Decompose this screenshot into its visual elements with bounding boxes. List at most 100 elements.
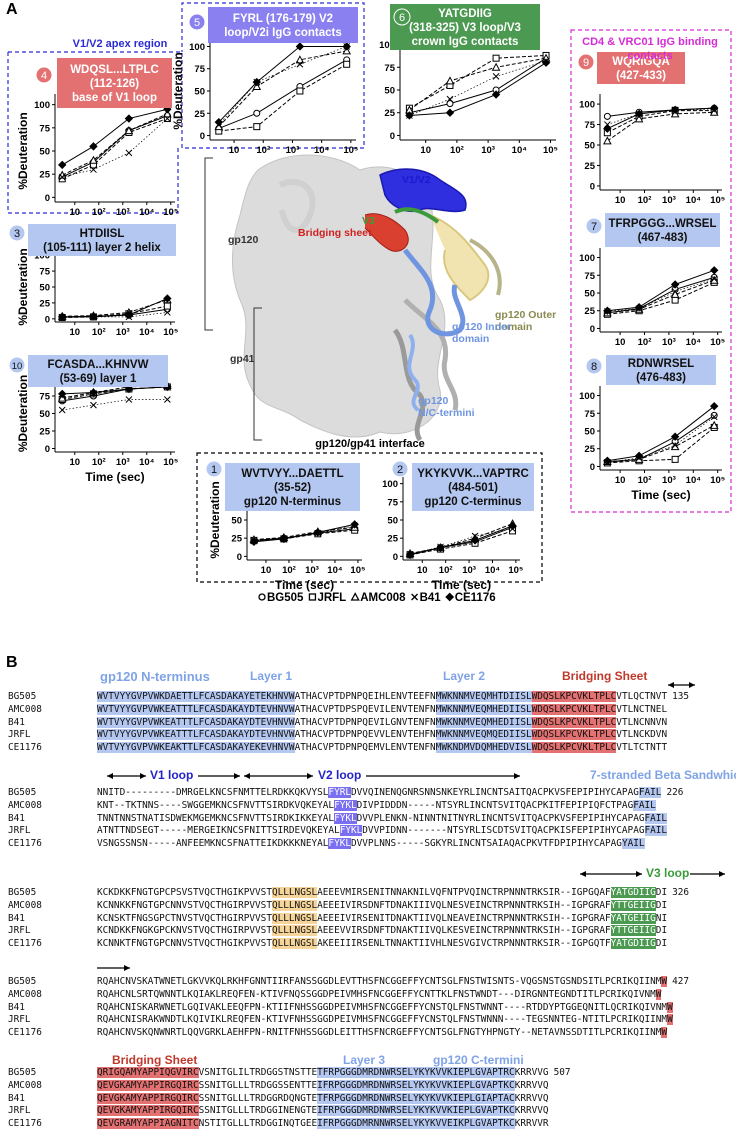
ribbon xyxy=(392,328,426,442)
data-point xyxy=(710,401,719,411)
data-point xyxy=(709,420,719,429)
sequence-row: KNT--TKTNNS----SWGGEMKNCSFNVTTSIRDKVQKEY… xyxy=(97,799,656,813)
region-label: Bridging Sheet xyxy=(562,669,648,683)
data-point xyxy=(603,306,612,315)
sequence-segment: DIVPIDDDN-----NTSYRLINCNTSVITQACPKITFEPI… xyxy=(356,799,634,811)
peptide-badge xyxy=(8,224,26,242)
y-tick-label: 0 xyxy=(590,181,595,192)
y-tick-label: 100 xyxy=(379,40,395,51)
sequence-name: AMC008 xyxy=(8,1079,42,1091)
y-tick-label: 50 xyxy=(39,283,50,294)
data-point xyxy=(163,309,171,316)
sequence-segment: KRRVVG xyxy=(514,1067,549,1078)
sequence-segment: RQAHCNLSRTQWNNTLKQIAKLREQFEN-KTIVFNQSSGG… xyxy=(97,988,656,1000)
peptide-label: gp120 C-terminus xyxy=(424,496,521,508)
data-point xyxy=(603,456,612,465)
data-point xyxy=(163,302,171,310)
y-tick-label: 0 xyxy=(45,444,50,455)
data-point xyxy=(710,411,718,419)
x-tick-label: 10² xyxy=(92,327,106,338)
peptide-box xyxy=(606,355,716,385)
sequence-segment: FAIL xyxy=(638,787,662,798)
sequence-name: B41 xyxy=(8,716,25,728)
sequence-segment: WVTVYYGVPVWKEATTTLFCASDAKAYDTEVHNVW xyxy=(97,729,295,741)
sequence-segment: WVTVYYGVPVWKEATTTLFCASDAKAYDTEVHNVW xyxy=(97,703,295,715)
data-point xyxy=(89,142,98,151)
data-point xyxy=(446,95,454,103)
sequence-row: RQAHCNISKARWNETLGQIVAKLEEQFPN-KTIIFNHSSG… xyxy=(97,1001,673,1015)
y-tick-label: 25 xyxy=(384,108,395,119)
x-tick-label: 10² xyxy=(450,145,464,156)
group-outline xyxy=(570,29,732,513)
data-point xyxy=(124,310,134,320)
data-point xyxy=(671,441,679,449)
y-axis-label: %Deuteration xyxy=(171,52,185,129)
residue-number: 226 xyxy=(666,787,684,798)
x-tick-label: 10 xyxy=(69,207,80,218)
series-line xyxy=(607,276,715,314)
y-tick-label: 25 xyxy=(387,534,398,545)
peptide-label: crown IgG contacts xyxy=(412,36,519,48)
y-tick-label: 75 xyxy=(584,409,595,420)
series-line xyxy=(409,528,513,555)
y-tick-label: 75 xyxy=(387,497,398,508)
legend-label: CE1176 xyxy=(455,592,496,604)
series-line xyxy=(62,386,168,395)
x-tick-label: 10⁵ xyxy=(343,145,358,156)
sequence-segment: RQAHCNISKARWNETLGQIVAKLEEQFPN-KTIIFNHSSG… xyxy=(97,1001,668,1013)
sequence-segment: AEEEIVIRSENITDNAKTIIVQLNEAVEINCTRPNNNTRK… xyxy=(317,912,611,924)
arrow-head xyxy=(514,773,520,779)
legend-marker xyxy=(445,592,455,602)
region-label: Layer 1 xyxy=(250,669,293,683)
y-tick-label: 0 xyxy=(590,324,595,335)
peptide-label: (427-433) xyxy=(616,70,666,82)
legend-label: AMC008 xyxy=(360,592,406,604)
x-axis-label: Time (sec) xyxy=(275,578,334,592)
peptide-label: gp120 N-terminus xyxy=(244,496,341,508)
sequence-row: NNITD---------DMRGELKNCSFNMTTELRDKKQKVYS… xyxy=(97,787,683,800)
sequence-name: JRFL xyxy=(8,825,31,837)
peptide-label: (35-52) xyxy=(274,482,311,494)
x-tick-label: 10⁵ xyxy=(543,145,558,156)
data-point xyxy=(710,266,719,275)
data-point xyxy=(470,536,480,545)
legend-label: BG505 xyxy=(267,592,304,604)
sequence-segment: VSNGSSNSN-----ANFEEMKNCSFNATTEIKDKKKNEYA… xyxy=(97,838,329,850)
sequence-name: BG505 xyxy=(8,887,37,898)
data-point xyxy=(296,60,304,68)
sequence-segment: QEVGKAMYAPPIRGQIRC xyxy=(97,1105,199,1117)
data-point xyxy=(710,103,719,113)
sequence-row: WVTVYYGVPVWKEAKTTLFCASDAKAYEKEVHNVWATHAC… xyxy=(97,742,667,755)
data-point xyxy=(671,455,679,463)
y-tick-label: 25 xyxy=(584,306,595,317)
data-point xyxy=(163,396,171,403)
x-tick-label: 10⁵ xyxy=(508,565,523,576)
x-tick-label: 10³ xyxy=(662,475,676,486)
data-point xyxy=(279,534,289,544)
series-line xyxy=(607,110,715,134)
sequence-segment: KNT--TKTNNS----SWGGEMKNCSFNVTTSIRDKVQKEY… xyxy=(97,799,335,811)
data-point xyxy=(89,155,98,164)
structure-illustration xyxy=(204,154,502,442)
sequence-segment: NNITD---------DMRGELKNCSFNMTTELRDKKQKVYS… xyxy=(97,787,329,798)
y-tick-label: 0 xyxy=(237,552,242,563)
peptide-badge-number: 1 xyxy=(211,464,217,476)
data-point xyxy=(343,60,351,68)
peptide-label: base of V1 loop xyxy=(72,92,157,104)
structure-label: gp120 Inner xyxy=(452,321,511,333)
data-point xyxy=(603,124,612,133)
x-tick-label: 10² xyxy=(282,565,296,576)
data-point xyxy=(446,100,454,108)
sequence-segment: W xyxy=(661,1027,668,1039)
arrow-head xyxy=(307,773,313,779)
structure-label: gp120 xyxy=(228,234,259,246)
group-outline xyxy=(196,452,543,583)
sequence-segment: YATGDIIG xyxy=(610,938,656,950)
peptide-badge xyxy=(188,13,206,31)
sequence-segment: KCKDKKFNGTGPCPSVSTVQCTHGIKPVVST xyxy=(97,887,272,898)
y-tick-label: 100 xyxy=(382,479,398,490)
peptide-badge-number: 2 xyxy=(397,464,403,476)
data-point xyxy=(671,288,679,295)
sequence-row: RQAHCNVSKQNWNRTLQQVGRKLAEHFPN-RNITFNHSSG… xyxy=(97,1027,668,1040)
legend-marker xyxy=(411,593,419,601)
